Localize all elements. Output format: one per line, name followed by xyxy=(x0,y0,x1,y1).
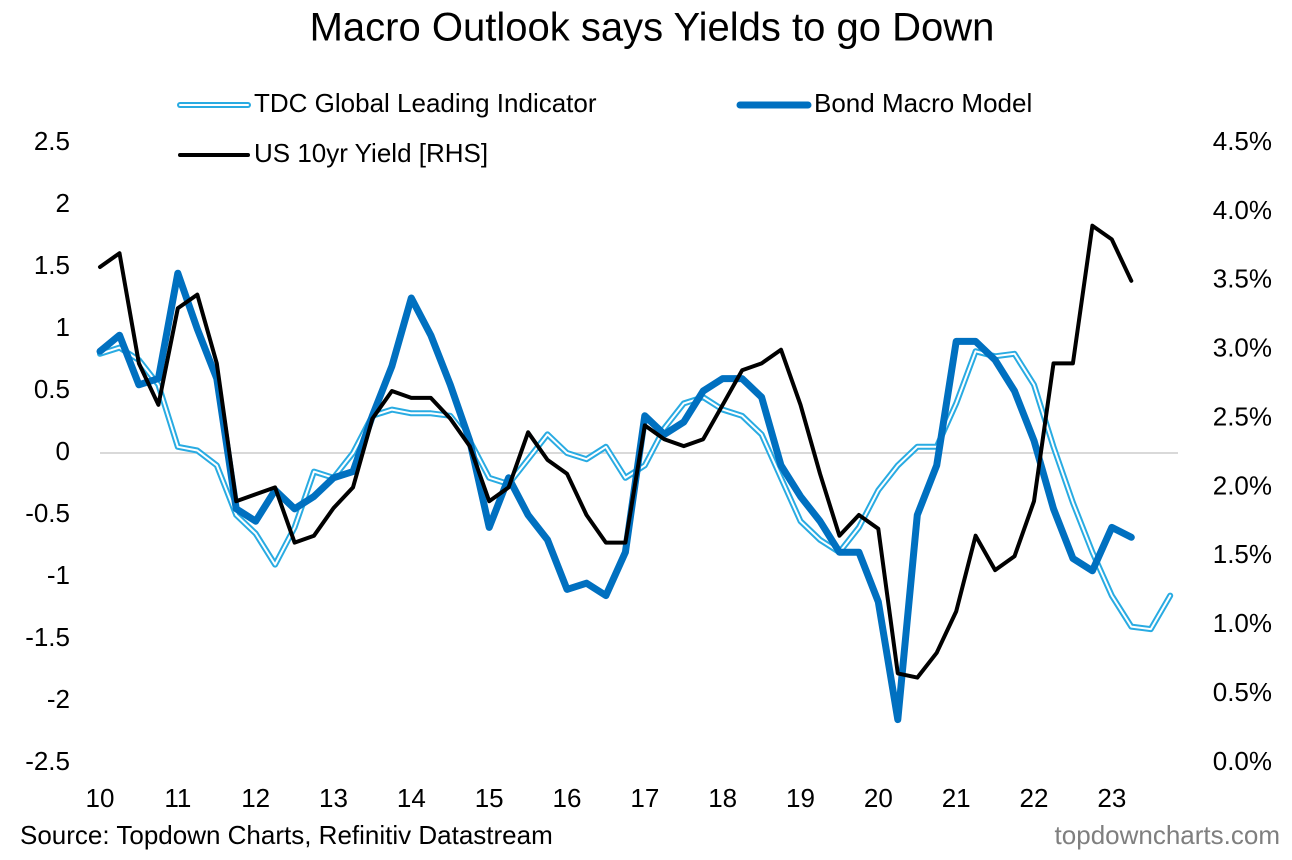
series-line xyxy=(98,223,1134,680)
x-tick-label: 20 xyxy=(864,783,893,813)
x-tick-label: 12 xyxy=(241,783,270,813)
y-tick-label: 0 xyxy=(56,436,70,466)
legend-label: US 10yr Yield [RHS] xyxy=(254,138,488,168)
x-tick-label: 15 xyxy=(475,783,504,813)
x-tick-label: 19 xyxy=(786,783,815,813)
y2-tick-label: 3.5% xyxy=(1213,264,1272,294)
y2-tick-label: 4.0% xyxy=(1213,195,1272,225)
chart-title: Macro Outlook says Yields to go Down xyxy=(310,6,995,50)
y2-tick-label: 0.0% xyxy=(1213,746,1272,776)
y2-tick-label: 3.0% xyxy=(1213,333,1272,363)
legend-label: Bond Macro Model xyxy=(814,88,1032,118)
y-tick-label: -1.5 xyxy=(25,622,70,652)
x-tick-label: 14 xyxy=(397,783,426,813)
y2-tick-label: 1.5% xyxy=(1213,539,1272,569)
y2-tick-label: 4.5% xyxy=(1213,126,1272,156)
watermark: topdowncharts.com xyxy=(1055,820,1280,850)
x-tick-label: 23 xyxy=(1097,783,1126,813)
y2-tick-label: 2.5% xyxy=(1213,401,1272,431)
y2-tick-label: 2.0% xyxy=(1213,470,1272,500)
y-tick-label: 1.5 xyxy=(34,250,70,280)
x-tick-label: 11 xyxy=(164,783,191,813)
legend-label: TDC Global Leading Indicator xyxy=(254,88,597,118)
y-tick-label: -2 xyxy=(47,684,70,714)
x-tick-label: 16 xyxy=(553,783,582,813)
y-tick-label: 1 xyxy=(56,312,70,342)
x-tick-label: 13 xyxy=(319,783,348,813)
y-tick-label: -2.5 xyxy=(25,746,70,776)
y2-tick-label: 0.5% xyxy=(1213,677,1272,707)
y2-tick-label: 1.0% xyxy=(1213,608,1272,638)
series-line xyxy=(96,269,1135,724)
x-tick-label: 22 xyxy=(1020,783,1049,813)
x-tick-label: 17 xyxy=(630,783,659,813)
source: Source: Topdown Charts, Refinitiv Datast… xyxy=(20,820,553,850)
y-tick-label: 2 xyxy=(56,188,70,218)
x-tick-label: 18 xyxy=(708,783,737,813)
y-tick-label: -0.5 xyxy=(25,498,70,528)
x-tick-label: 10 xyxy=(86,783,115,813)
y-tick-label: -1 xyxy=(47,560,70,590)
y-tick-label: 2.5 xyxy=(34,126,70,156)
y-tick-label: 0.5 xyxy=(34,374,70,404)
x-tick-label: 21 xyxy=(942,783,971,813)
